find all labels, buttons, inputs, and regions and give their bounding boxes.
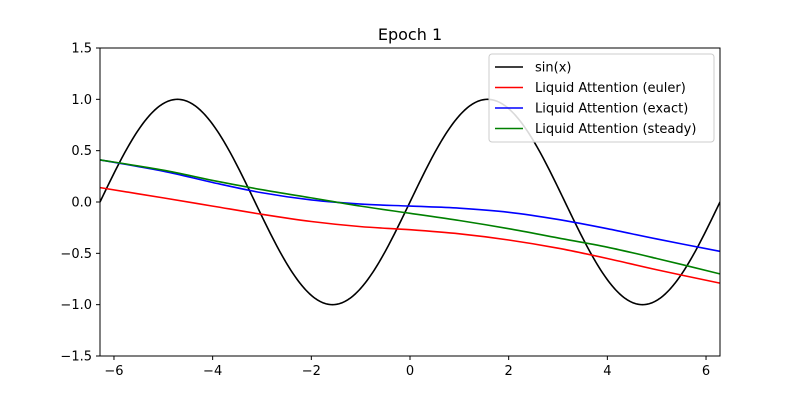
- legend: sin(x) Liquid Attention (euler) Liquid Att…: [488, 53, 715, 143]
- x-tick-label: 0: [406, 364, 414, 379]
- series-line-3: [100, 159, 720, 275]
- y-axis: −1.5 −1.0 −0.5 0.0 0.5 1.0 1.5: [60, 42, 100, 365]
- y-tick-label: −1.5: [60, 350, 92, 365]
- legend-label-1: Liquid Attention (euler): [535, 81, 686, 96]
- y-tick-label: 0.0: [71, 196, 92, 211]
- series-layer: [100, 98, 720, 306]
- x-tick-label: 6: [702, 364, 710, 379]
- x-tick-label: −2: [302, 364, 321, 379]
- x-tick-label: −6: [104, 364, 123, 379]
- series-line-1: [100, 186, 720, 284]
- x-tick-label: −4: [203, 364, 222, 379]
- y-tick-label: −1.0: [60, 298, 92, 313]
- legend-box: [488, 53, 715, 143]
- y-tick-label: 1.0: [71, 93, 92, 108]
- series-line-0: [100, 98, 720, 306]
- y-tick-label: 1.5: [71, 42, 92, 57]
- legend-label-3: Liquid Attention (steady): [535, 122, 696, 137]
- legend-label-0: sin(x): [535, 61, 571, 76]
- x-axis: −6 −4 −2 0 2 4 6: [104, 356, 710, 379]
- x-tick-label: 2: [505, 364, 513, 379]
- chart-title: Epoch 1: [378, 25, 442, 44]
- series-line-2: [100, 159, 720, 253]
- y-tick-label: 0.5: [71, 144, 92, 159]
- y-tick-label: −0.5: [60, 247, 92, 262]
- legend-label-2: Liquid Attention (exact): [535, 102, 688, 117]
- x-tick-label: 4: [603, 364, 611, 379]
